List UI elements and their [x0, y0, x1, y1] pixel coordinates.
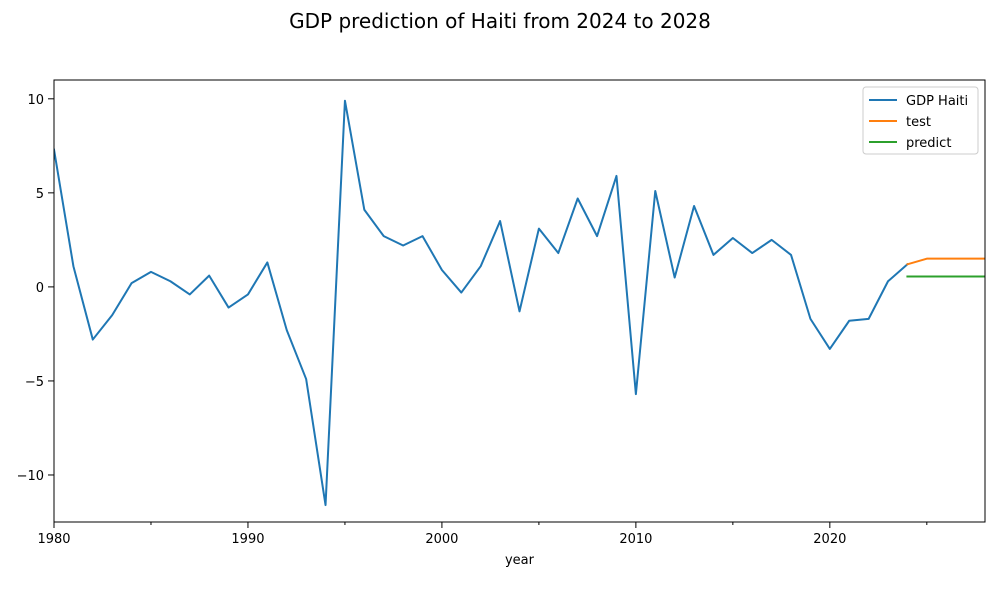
x-axis: 1980 1990 2000 2010 2020	[37, 522, 928, 547]
x-tick-label: 2000	[425, 532, 458, 547]
plot-frame	[53, 79, 986, 523]
series-line-test	[906, 257, 985, 266]
plot-area	[54, 80, 985, 522]
legend-box	[862, 86, 979, 155]
legend-label-test: test	[906, 115, 931, 130]
chart-title: GDP prediction of Haiti from 2024 to 202…	[289, 9, 711, 33]
x-axis-label: year	[505, 553, 535, 568]
x-tick-label: 2020	[813, 532, 846, 547]
series-layer	[54, 99, 985, 507]
series-line-gdp-haiti	[54, 99, 909, 507]
y-tick-label: 10	[27, 93, 44, 108]
y-tick-label: −5	[25, 375, 44, 390]
legend-label-gdp-haiti: GDP Haiti	[906, 94, 968, 109]
y-tick-label: −10	[17, 469, 44, 484]
y-tick-label: 0	[36, 281, 44, 296]
x-tick-label: 2010	[619, 532, 652, 547]
y-tick-label: 5	[36, 187, 44, 202]
legend-label-predict: predict	[906, 136, 951, 151]
legend: GDP Haiti test predict	[862, 86, 979, 155]
y-axis: −10 −5 0 5 10	[17, 93, 54, 484]
x-tick-label: 1990	[231, 532, 264, 547]
x-tick-label: 1980	[37, 532, 70, 547]
